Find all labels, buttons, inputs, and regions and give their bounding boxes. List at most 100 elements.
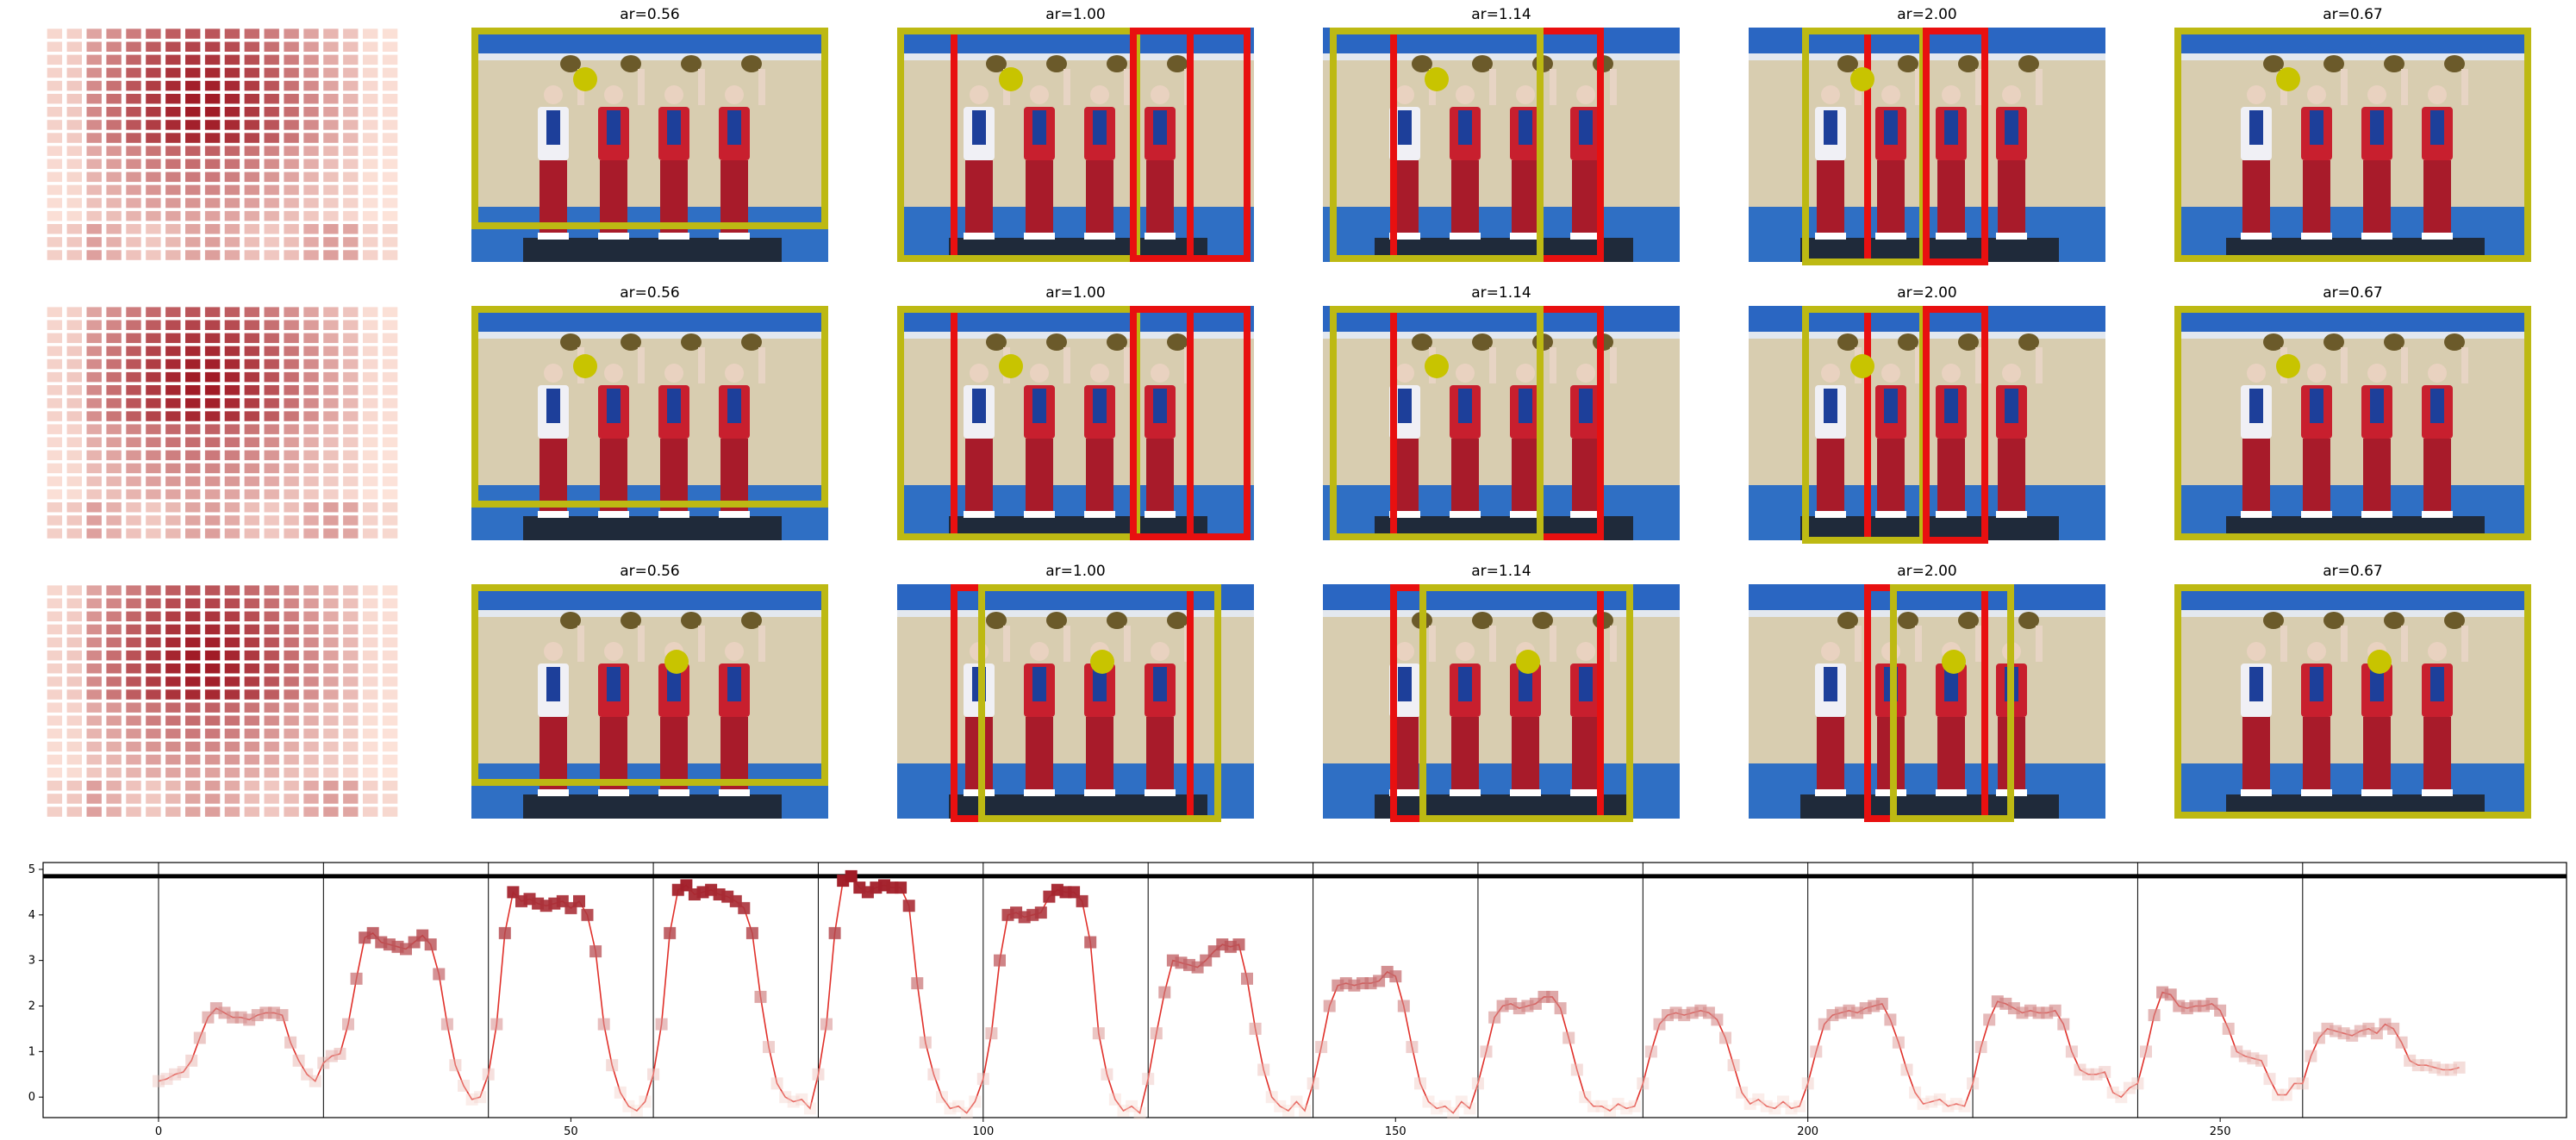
data-point — [2436, 1063, 2449, 1076]
heatmap-cell — [47, 807, 63, 817]
trousers — [720, 439, 748, 513]
jacket-panel — [1093, 110, 1107, 145]
heatmap-cell — [244, 676, 259, 687]
shoes — [1145, 233, 1176, 240]
heatmap-cell — [47, 159, 63, 169]
shoes — [2422, 233, 2453, 240]
heatmap-cell — [86, 611, 102, 622]
heatmap-cell — [86, 320, 102, 330]
heatmap-cell — [47, 728, 63, 739]
data-point — [1736, 1086, 1749, 1099]
focus-point-marker — [999, 67, 1023, 91]
shoes — [719, 233, 750, 240]
heatmap-cell — [244, 93, 259, 104]
heatmap-cell — [204, 171, 221, 183]
shoes — [1815, 789, 1846, 796]
data-point — [680, 879, 693, 892]
bouquet-icon — [1532, 612, 1553, 629]
heatmap-cell — [284, 502, 299, 513]
head — [1821, 642, 1840, 661]
heatmap-cell — [165, 159, 181, 169]
raised-arm — [1855, 626, 1862, 662]
heatmap-cell — [165, 515, 181, 526]
heatmap-cell — [185, 807, 201, 817]
y-tick-label: 2 — [28, 1000, 35, 1013]
shoes — [538, 789, 569, 796]
raised-arm — [1550, 626, 1556, 662]
raised-arm — [1915, 347, 1922, 383]
head — [1151, 642, 1169, 661]
heatmap-cell — [106, 93, 122, 104]
heatmap-cell — [106, 637, 122, 648]
head — [1395, 364, 1414, 383]
trousers — [2423, 160, 2451, 234]
heatmap-cell — [185, 320, 201, 330]
heatmap-cell — [363, 715, 378, 726]
data-point — [969, 1095, 982, 1108]
heatmap-cell — [146, 146, 161, 156]
heatmap-cell — [264, 411, 279, 421]
heatmap-cell — [224, 184, 240, 196]
heatmap-cell — [303, 28, 319, 39]
trousers — [1086, 160, 1113, 234]
data-point — [647, 1068, 660, 1081]
heatmap-cell — [146, 424, 161, 434]
jacket-panel — [607, 110, 621, 145]
shoes — [1389, 233, 1420, 240]
heatmap-cell — [66, 715, 82, 726]
heatmap-cell — [66, 67, 82, 78]
heatmap-cell — [86, 715, 102, 726]
heatmap-cell — [204, 807, 221, 817]
raised-arm — [698, 69, 705, 105]
heatmap-cell — [126, 676, 141, 687]
heatmap-cell — [244, 411, 259, 421]
heatmap-cell — [382, 210, 398, 221]
heatmap-cell — [126, 224, 141, 234]
data-point — [2280, 1088, 2292, 1101]
bouquet-icon — [1167, 612, 1188, 629]
data-point — [1983, 1013, 1996, 1026]
heatmap-cell — [284, 781, 299, 791]
jacket-panel — [2370, 110, 2384, 145]
data-point — [1917, 1098, 1930, 1111]
heatmap-cell — [264, 794, 279, 804]
data-point — [424, 938, 437, 951]
shoes — [2422, 511, 2453, 518]
heatmap-cell — [343, 515, 359, 526]
bouquet-icon — [741, 55, 762, 72]
heatmap-cell — [204, 80, 221, 91]
shoes — [1996, 511, 2027, 518]
trousers — [540, 439, 567, 513]
heatmap-cell — [165, 437, 181, 447]
heatmap-cell — [146, 715, 161, 726]
jacket-panel — [2430, 110, 2444, 145]
heatmap-cell — [363, 120, 378, 130]
data-point — [334, 1048, 346, 1060]
data-point — [2222, 1022, 2235, 1035]
heatmap-cell — [146, 781, 161, 791]
head — [2367, 85, 2386, 104]
heatmap-cell — [343, 398, 359, 408]
data-point — [1084, 936, 1097, 949]
raised-arm — [1975, 626, 1982, 662]
heatmap-cell — [165, 715, 181, 726]
heatmap-cell — [126, 650, 141, 661]
heatmap-cell — [303, 41, 319, 52]
heatmap-cell — [343, 67, 359, 78]
heatmap-cell — [284, 637, 299, 648]
shoes — [1450, 789, 1481, 796]
shoes — [2361, 233, 2392, 240]
heatmap-cell — [382, 146, 398, 156]
image-panel: ar=0.67 — [2174, 6, 2531, 262]
heatmap-cell — [284, 67, 299, 78]
heatmap-cell — [47, 781, 63, 791]
heatmap-cell — [244, 307, 259, 317]
heatmap-cell — [363, 781, 378, 791]
data-point — [474, 1091, 487, 1104]
photo-podium — [523, 794, 782, 819]
heatmap-cell — [165, 424, 181, 434]
trousers — [720, 717, 748, 791]
head — [1030, 642, 1049, 661]
heatmap-cell — [66, 107, 82, 117]
trousers — [1877, 439, 1905, 513]
